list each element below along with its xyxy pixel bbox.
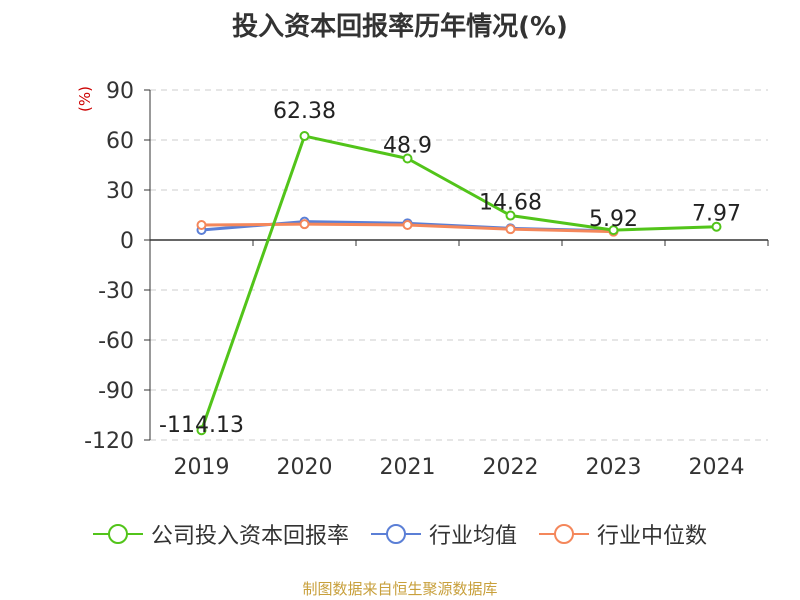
series-line-0: [200, 134, 717, 431]
data-point: [505, 210, 516, 221]
legend-label-industry-average: 行业均值: [428, 524, 517, 549]
x-tick-label: 2024: [689, 455, 745, 480]
y-tick-label: -120: [84, 429, 134, 454]
legend-label-company: 公司投入资本回报率: [150, 524, 349, 549]
data-point: [608, 225, 619, 236]
data-point: [196, 220, 207, 230]
y-tick-label: 60: [106, 129, 134, 154]
legend-item-industry-median[interactable]: 行业中位数: [539, 518, 707, 550]
data-point: [402, 220, 413, 230]
y-tick-label: 0: [120, 229, 134, 254]
data-point: [711, 221, 722, 232]
y-tick-label: 30: [106, 179, 134, 204]
data-label: 7.97: [692, 202, 741, 227]
data-label: 48.9: [383, 134, 432, 159]
data-label: 5.92: [589, 207, 638, 232]
legend-label-industry-median: 行业中位数: [597, 524, 708, 549]
y-tick-label: -90: [98, 379, 134, 404]
chart-title: 投入资本回报率历年情况(%): [232, 12, 568, 42]
legend: 公司投入资本回报率 行业均值 行业中位数: [0, 518, 800, 550]
data-source-note: 制图数据来自恒生聚源数据库: [302, 580, 498, 598]
x-tick-label: 2023: [586, 455, 642, 480]
legend-item-company[interactable]: 公司投入资本回报率: [92, 518, 349, 550]
x-tick-label: 2019: [174, 455, 230, 480]
legend-item-industry-average[interactable]: 行业均值: [370, 518, 517, 550]
data-point: [299, 219, 310, 230]
x-tick-label: 2020: [277, 455, 333, 480]
x-tick-label: 2021: [380, 455, 436, 480]
data-point: [505, 224, 516, 235]
legend-line-marker-icon: [92, 524, 143, 544]
y-tick-label: -60: [98, 329, 134, 354]
legend-line-marker-icon: [539, 524, 589, 544]
y-tick-label: 90: [106, 79, 134, 104]
data-point: [196, 425, 207, 436]
data-point: [402, 153, 413, 164]
data-point: [299, 131, 310, 142]
x-tick-label: 2022: [483, 455, 539, 480]
data-label: 62.38: [273, 99, 336, 124]
data-label: 14.68: [479, 191, 542, 216]
data-label: -114.13: [159, 413, 244, 438]
legend-line-marker-icon: [370, 524, 421, 544]
y-tick-label: -30: [98, 279, 134, 304]
